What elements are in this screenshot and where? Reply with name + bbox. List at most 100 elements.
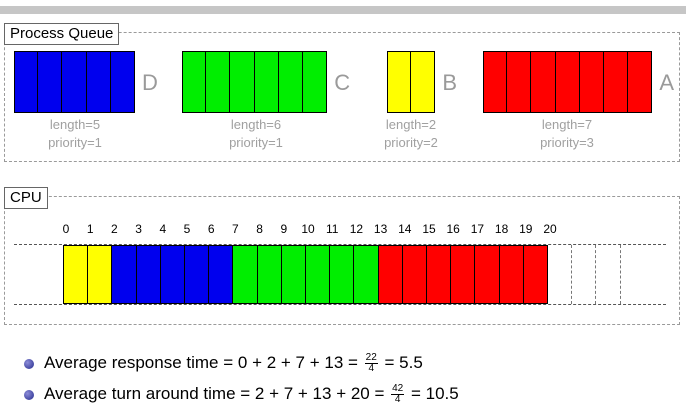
process-queue-panel	[4, 32, 680, 162]
cpu-slot-a	[377, 245, 403, 304]
time-tick-label: 2	[111, 222, 118, 236]
process-d-info: length=5 priority=1	[15, 116, 135, 152]
time-tick-label: 11	[325, 222, 339, 236]
process-a-cell	[483, 51, 508, 113]
process-a-cell	[628, 51, 653, 113]
time-tick-label: 12	[349, 222, 364, 236]
fraction-denominator: 4	[394, 394, 401, 406]
bullet-icon	[24, 359, 34, 369]
process-c-cell	[302, 51, 328, 113]
stat-expression: = 0 + 2 + 7 + 13 =	[223, 353, 363, 372]
stat-formula: Average turn around time = 2 + 7 + 13 + …	[44, 383, 459, 405]
process-c-cell	[254, 51, 279, 113]
process-c-cell	[206, 51, 231, 113]
process-c-blocks	[182, 51, 328, 113]
cpu-slot-c	[232, 245, 258, 304]
process-c-letter: C	[334, 70, 351, 95]
process-a-cell	[603, 51, 629, 113]
cpu-empty-slot	[571, 245, 573, 304]
cpu-slot-b	[87, 245, 113, 304]
stat-expression: = 2 + 7 + 13 + 20 =	[240, 384, 390, 403]
process-c-cell	[278, 51, 303, 113]
cpu-slot-d	[111, 245, 137, 304]
time-tick-label: 13	[373, 222, 388, 236]
cpu-slot-c	[256, 245, 282, 304]
process-d-letter: D	[142, 70, 158, 95]
process-queue-label: Process Queue	[4, 23, 120, 45]
process-b-length: length=2	[385, 117, 437, 132]
cpu-slot-b	[63, 245, 89, 304]
cpu-empty-slot	[619, 245, 621, 304]
process-b-cell	[387, 51, 412, 113]
time-tick-label: 18	[494, 222, 509, 236]
cpu-slot-a	[474, 245, 500, 304]
process-d-priority: priority=1	[48, 135, 102, 150]
process-d-cell	[14, 51, 39, 113]
process-a-letter: A	[659, 70, 675, 95]
process-a-cell	[531, 51, 556, 113]
time-tick-label: 10	[301, 222, 315, 236]
process-d-cell	[86, 51, 111, 113]
time-tick-label: 3	[135, 222, 142, 236]
process-b-blocks	[387, 51, 436, 113]
process-b-cell	[411, 51, 436, 113]
process-c-cell	[182, 51, 207, 113]
stat-label: Average response time	[44, 353, 224, 372]
process-b-priority: priority=2	[384, 135, 438, 150]
time-tick-label: 9	[280, 222, 288, 236]
time-tick-label: 17	[470, 222, 485, 236]
cpu-slot-c	[353, 245, 379, 304]
stat-fraction: 22 4	[364, 352, 378, 375]
bullet-icon	[24, 390, 34, 400]
cpu-slot-a	[401, 245, 427, 304]
cpu-empty-slot	[595, 245, 597, 304]
process-a-info: length=7 priority=3	[507, 116, 627, 152]
fraction-denominator: 4	[368, 363, 374, 375]
process-c-info: length=6 priority=1	[196, 116, 316, 152]
process-b-letter: B	[442, 70, 458, 95]
cpu-panel	[4, 196, 680, 325]
process-b-info: length=2 priority=2	[351, 116, 471, 152]
top-divider	[0, 6, 686, 14]
process-a-length: length=7	[541, 117, 593, 132]
cpu-slot-d	[208, 245, 234, 304]
cpu-slot-c	[280, 245, 306, 304]
cpu-slot-c	[329, 245, 355, 304]
cpu-label: CPU	[4, 187, 48, 209]
cpu-slot-d	[184, 245, 210, 304]
process-d-cell	[62, 51, 87, 113]
process-a-cell	[579, 51, 604, 113]
stat-fraction: 42 4	[391, 383, 405, 406]
process-d-cell	[110, 51, 135, 113]
process-d-length: length=5	[49, 117, 101, 132]
time-tick-label: 20	[543, 222, 557, 236]
process-d-blocks	[14, 51, 135, 113]
process-a-blocks	[483, 51, 653, 113]
cpu-slot-d	[159, 245, 185, 304]
stat-formula: Average response time = 0 + 2 + 7 + 13 =…	[44, 352, 423, 374]
cpu-slot-a	[450, 245, 476, 304]
stat-result: = 5.5	[379, 353, 423, 372]
time-tick-label: 5	[183, 222, 191, 236]
time-tick-label: 8	[256, 222, 263, 236]
time-tick-label: 4	[159, 222, 167, 236]
cpu-slot-d	[135, 245, 161, 304]
fraction-numerator: 42	[391, 383, 405, 396]
process-a-cell	[555, 51, 580, 113]
time-tick-label: 16	[446, 222, 460, 236]
cpu-slot-a	[426, 245, 452, 304]
time-tick-label: 14	[398, 222, 412, 236]
cpu-slot-c	[305, 245, 331, 304]
time-tick-label: 1	[86, 222, 94, 236]
time-tick-label: 19	[519, 222, 533, 236]
process-c-priority: priority=1	[229, 135, 283, 150]
stat-result: = 10.5	[406, 384, 459, 403]
cpu-track-bottom-line	[14, 304, 666, 305]
cpu-slot-a	[498, 245, 524, 304]
cpu-track-top-line	[14, 244, 666, 245]
time-tick-label: 0	[62, 222, 70, 236]
fraction-numerator: 22	[364, 352, 378, 365]
cpu-slot-a	[522, 245, 548, 304]
process-d-cell	[38, 51, 63, 113]
process-a-cell	[507, 51, 532, 113]
